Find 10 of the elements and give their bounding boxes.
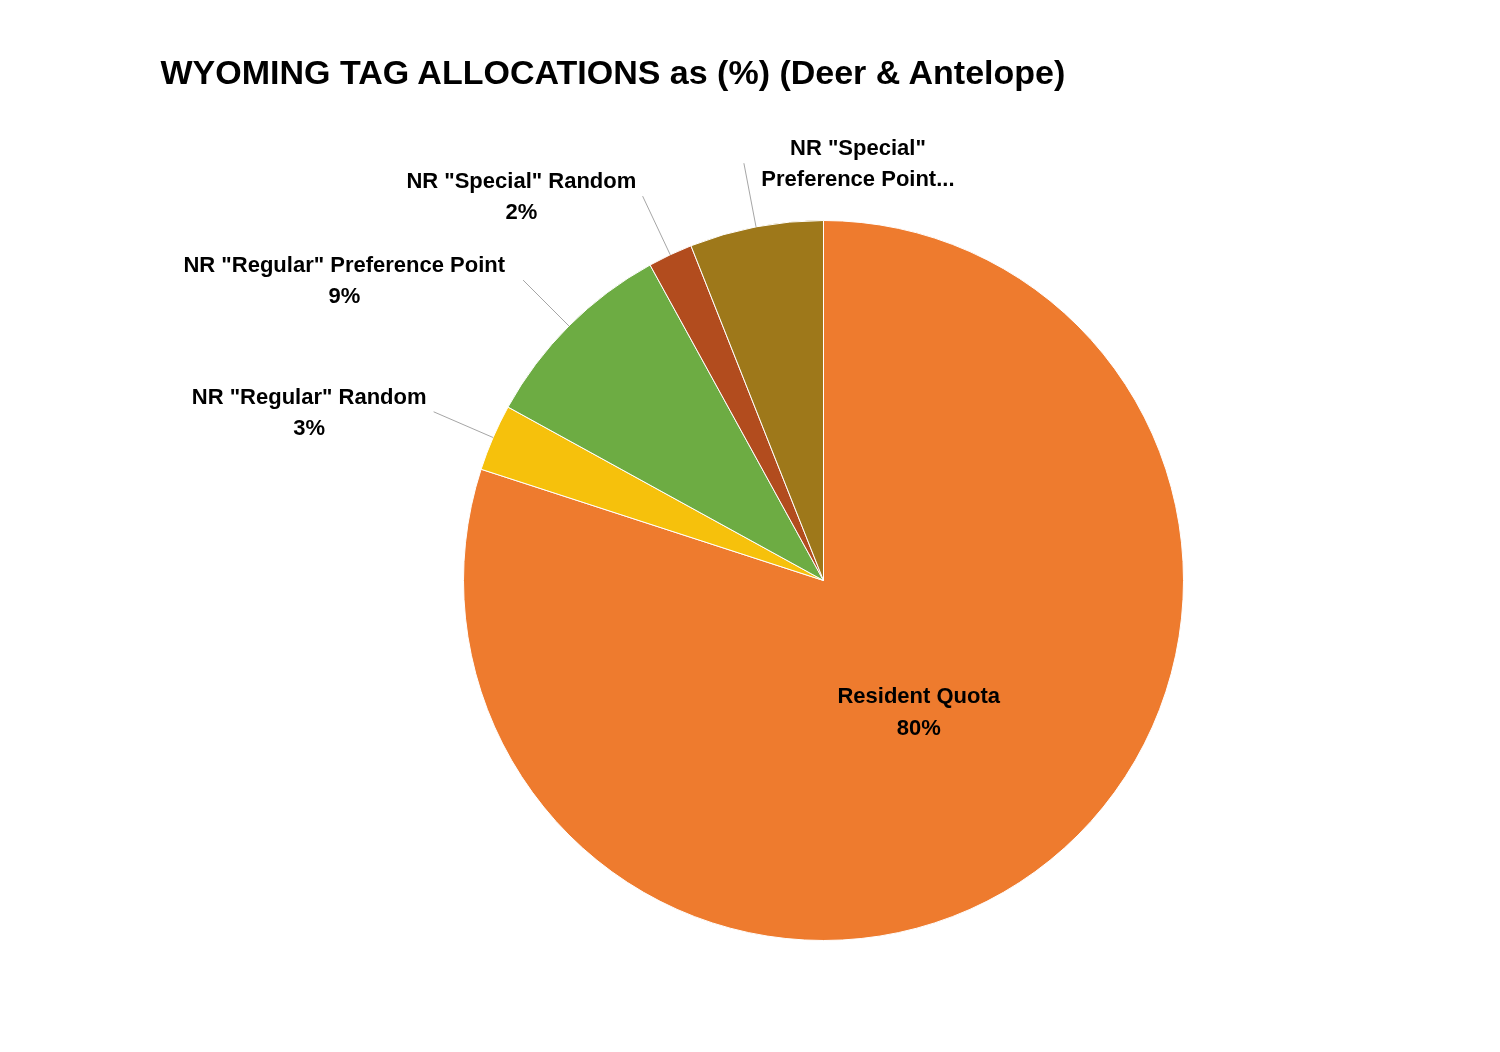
slice-label: NR "Special" Preference Point... bbox=[761, 135, 955, 192]
data-label: 9% bbox=[328, 283, 361, 309]
data-label: 80% bbox=[896, 714, 941, 740]
chart-title: WYOMING TAG ALLOCATIONS as (%) (Deer & Antelope) bbox=[160, 52, 1066, 91]
data-label: 3% bbox=[293, 414, 326, 440]
slice-label: NR "Regular" Random bbox=[191, 383, 427, 409]
slice-label: Resident Quota bbox=[837, 683, 1001, 709]
data-label: 2% bbox=[505, 199, 538, 225]
slice-label: NR "Special" Random bbox=[406, 168, 637, 193]
slice-label: NR "Regular" Preference Point bbox=[183, 252, 506, 277]
